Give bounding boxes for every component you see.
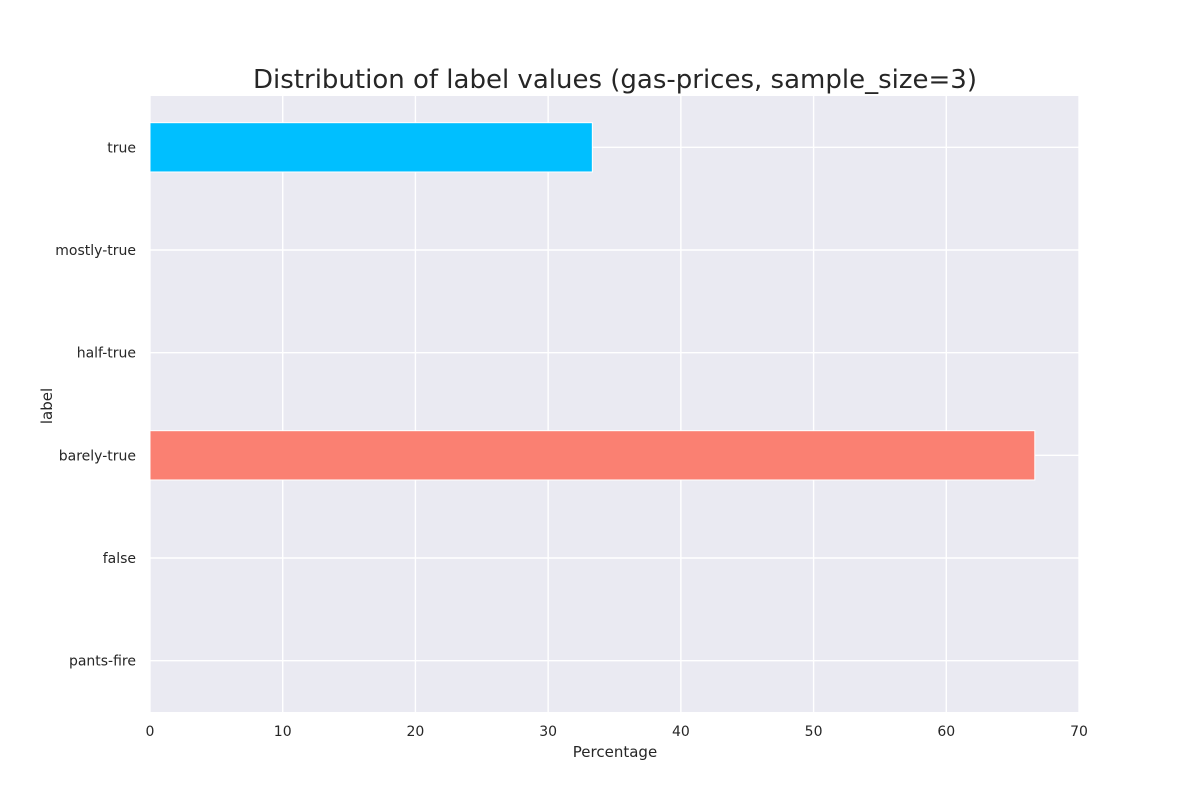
x-tick-label: 30 <box>539 724 557 740</box>
y-axis-label: label <box>38 388 56 424</box>
x-tick-label: 60 <box>937 724 955 740</box>
x-tick-label: 40 <box>672 724 690 740</box>
bar-barely-true <box>149 430 1036 481</box>
plot-background <box>150 96 1079 712</box>
chart-title: Distribution of label values (gas-prices… <box>253 65 977 95</box>
bar-true <box>149 122 593 173</box>
x-axis-label: Percentage <box>573 743 657 761</box>
y-tick-labels: true mostly-true half-true barely-true false… <box>55 140 136 669</box>
y-tick-label: mostly-true <box>55 243 136 259</box>
y-tick-label: pants-fire <box>69 654 136 670</box>
x-tick-label: 20 <box>407 724 425 740</box>
x-tick-label: 50 <box>805 724 823 740</box>
y-tick-label: true <box>107 140 136 156</box>
y-tick-label: half-true <box>77 346 136 362</box>
x-tick-label: 0 <box>146 724 155 740</box>
x-tick-label: 10 <box>274 724 292 740</box>
bars <box>149 122 1036 481</box>
y-tick-label: false <box>103 551 136 567</box>
x-tick-labels: 0 10 20 30 40 50 60 70 <box>146 724 1088 740</box>
x-tick-label: 70 <box>1070 724 1088 740</box>
y-tick-label: barely-true <box>59 448 136 464</box>
